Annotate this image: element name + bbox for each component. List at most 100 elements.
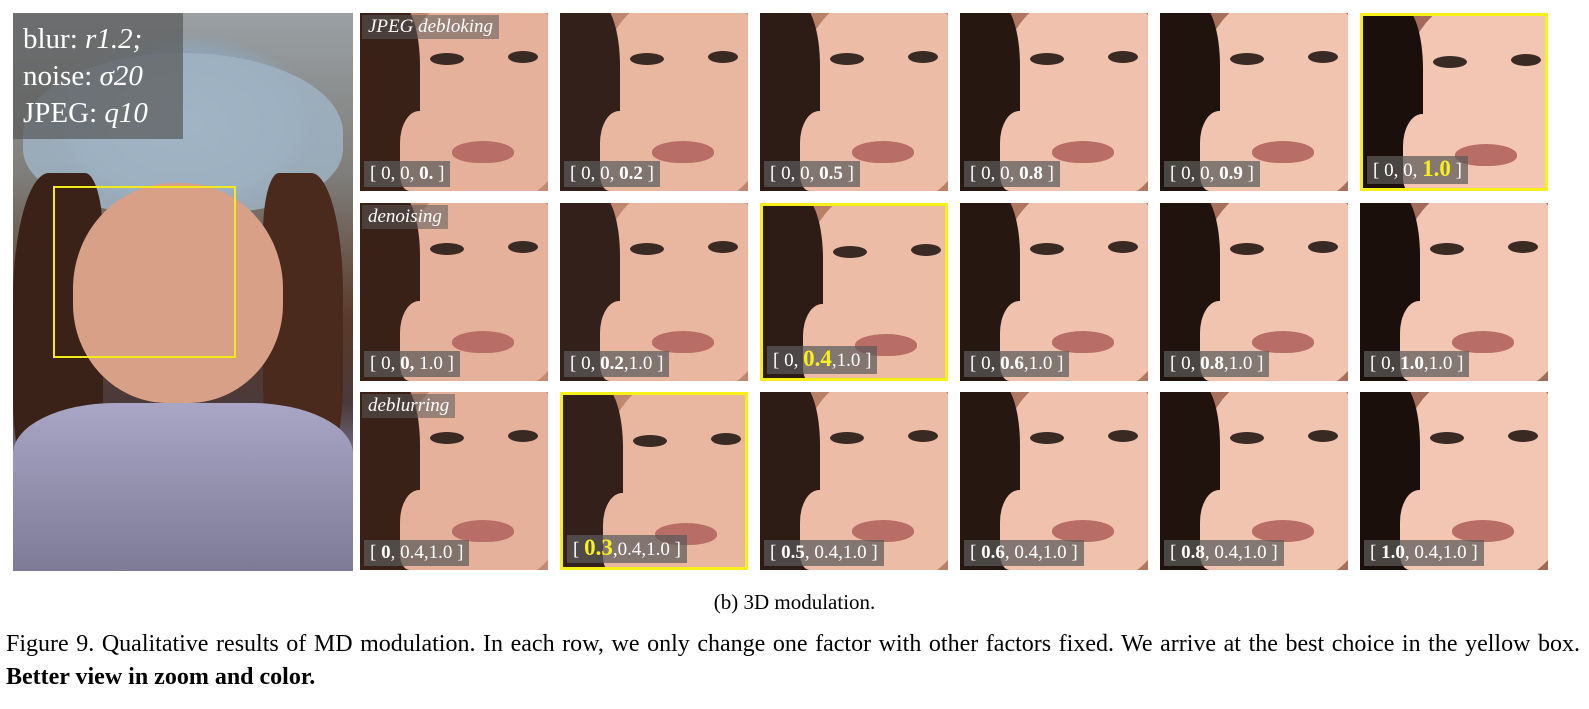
- vector-suffix: ,1.0 ]: [1223, 353, 1264, 374]
- lips-shape: [652, 141, 714, 163]
- eye-shape: [711, 433, 741, 445]
- vector-active-value: 0.8: [1019, 163, 1043, 184]
- modulation-vector-label: [ 0, 0, 0. ]: [364, 161, 451, 187]
- eye-shape: [1108, 51, 1138, 63]
- result-image: [ 0.5, 0.4,1.0 ]: [760, 392, 948, 570]
- lips-shape: [1052, 141, 1114, 163]
- result-image: [ 0, 1.0,1.0 ]: [1360, 203, 1548, 381]
- figure-caption: Figure 9. Qualitative results of MD modu…: [6, 628, 1580, 694]
- vector-prefix: [ 0,: [1370, 353, 1401, 374]
- vector-active-value: 0.2: [600, 353, 624, 374]
- vector-suffix: , 0.4,1.0 ]: [1004, 542, 1078, 563]
- eye-shape: [1430, 243, 1464, 255]
- vector-active-value: 0.6: [981, 542, 1005, 563]
- lips-shape: [1452, 331, 1514, 353]
- vector-active-value: 0.5: [781, 542, 805, 563]
- vector-prefix: [: [770, 542, 782, 563]
- vector-active-value: 0.: [419, 163, 434, 184]
- eye-shape: [1108, 241, 1138, 253]
- modulation-vector-label: [ 0.5, 0.4,1.0 ]: [764, 540, 884, 566]
- subcaption: (b) 3D modulation.: [713, 590, 876, 614]
- result-image: [ 0, 0.8,1.0 ]: [1160, 203, 1348, 381]
- result-image: [ 0, 0, 0.5 ]: [760, 13, 948, 191]
- eye-shape: [830, 432, 864, 444]
- jpeg-line: JPEG: q10: [23, 97, 148, 129]
- vector-active-value: 0.9: [1219, 163, 1243, 184]
- vector-suffix: ,1.0 ]: [1423, 353, 1464, 374]
- vector-active-value: 0,: [400, 353, 415, 374]
- eye-shape: [508, 430, 538, 442]
- vector-active-value: 0: [381, 542, 391, 563]
- lips-shape: [1052, 520, 1114, 542]
- eye-shape: [1030, 432, 1064, 444]
- vector-suffix: ]: [642, 163, 654, 184]
- result-row-3: deblurring[ 0, 0.4,1.0 ][ 0.3,0.4,1.0 ][…: [360, 392, 1555, 570]
- vector-prefix: [: [573, 539, 585, 560]
- vector-prefix: [ 0,: [1170, 353, 1201, 374]
- result-image: deblurring [ 0, 0.4,1.0 ]: [360, 392, 548, 570]
- lips-shape: [1252, 141, 1314, 163]
- modulation-vector-label: [ 0, 0, 0.5 ]: [764, 161, 860, 187]
- result-image: [ 0, 0.6,1.0 ]: [960, 203, 1148, 381]
- modulation-vector-label: [ 0, 0, 1.0 ]: [1367, 156, 1468, 184]
- modulation-vector-label: [ 0, 0, 1.0 ]: [364, 351, 460, 377]
- vector-prefix: [: [1370, 542, 1382, 563]
- vector-prefix: [ 0,: [773, 350, 804, 371]
- row-task-label: JPEG debloking: [362, 15, 500, 39]
- row-task-label: denoising: [362, 205, 448, 229]
- eye-shape: [1511, 54, 1541, 66]
- vector-suffix: ]: [1450, 160, 1462, 181]
- vector-prefix: [ 0, 0,: [570, 163, 620, 184]
- vector-suffix: 1.0 ]: [414, 353, 454, 374]
- vector-prefix: [ 0, 0,: [1170, 163, 1220, 184]
- result-image-best: [ 0, 0, 1.0 ]: [1360, 13, 1548, 191]
- modulation-vector-label: [ 0.6, 0.4,1.0 ]: [964, 540, 1084, 566]
- eye-shape: [830, 53, 864, 65]
- input-image: blur: r1.2; noise: σ20 JPEG: q10: [13, 13, 353, 571]
- eye-shape: [630, 53, 664, 65]
- vector-suffix: , 0.4,1.0 ]: [1204, 542, 1278, 563]
- vector-active-value: 0.3: [584, 535, 613, 560]
- vector-active-value: 1.0: [1422, 156, 1451, 181]
- eye-shape: [430, 243, 464, 255]
- eye-shape: [1030, 243, 1064, 255]
- vector-prefix: [ 0,: [370, 353, 401, 374]
- eye-shape: [430, 432, 464, 444]
- modulation-vector-label: [ 0.3,0.4,1.0 ]: [567, 535, 687, 563]
- vector-suffix: ]: [842, 163, 854, 184]
- degradation-label: blur: r1.2; noise: σ20 JPEG: q10: [13, 13, 183, 139]
- result-row-2: denoising[ 0, 0, 1.0 ][ 0, 0.2,1.0 ][ 0,…: [360, 203, 1555, 381]
- vector-prefix: [ 0, 0,: [770, 163, 820, 184]
- vector-suffix: ,1.0 ]: [1023, 353, 1064, 374]
- modulation-vector-label: [ 0, 0.4,1.0 ]: [364, 540, 470, 566]
- lips-shape: [1252, 520, 1314, 542]
- modulation-vector-label: [ 0.8, 0.4,1.0 ]: [1164, 540, 1284, 566]
- vector-suffix: ,1.0 ]: [623, 353, 664, 374]
- caption-text: Figure 9. Qualitative results of MD modu…: [6, 631, 1580, 657]
- sweater-shape: [13, 403, 353, 571]
- eye-shape: [1230, 243, 1264, 255]
- eye-shape: [1430, 432, 1464, 444]
- eye-shape: [833, 246, 867, 258]
- eye-shape: [1308, 241, 1338, 253]
- noise-line: noise: σ20: [23, 60, 143, 92]
- vector-suffix: ,0.4,1.0 ]: [612, 539, 681, 560]
- vector-active-value: 0.4: [803, 346, 832, 371]
- vector-prefix: [: [370, 542, 382, 563]
- result-image: [ 0, 0, 0.9 ]: [1160, 13, 1348, 191]
- eye-shape: [1308, 430, 1338, 442]
- vector-suffix: ]: [1042, 163, 1054, 184]
- vector-prefix: [: [1170, 542, 1182, 563]
- result-image-best: [ 0, 0.4,1.0 ]: [760, 203, 948, 381]
- vector-active-value: 0.6: [1000, 353, 1024, 374]
- lips-shape: [1455, 144, 1517, 166]
- vector-active-value: 1.0: [1400, 353, 1424, 374]
- eye-shape: [1230, 53, 1264, 65]
- vector-suffix: , 0.4,1.0 ]: [804, 542, 878, 563]
- modulation-vector-label: [ 0, 0.4,1.0 ]: [767, 346, 878, 374]
- eye-shape: [508, 51, 538, 63]
- modulation-vector-label: [ 0, 0, 0.9 ]: [1164, 161, 1260, 187]
- eye-shape: [708, 51, 738, 63]
- face-shape: [73, 183, 283, 403]
- vector-suffix: ,1.0 ]: [831, 350, 872, 371]
